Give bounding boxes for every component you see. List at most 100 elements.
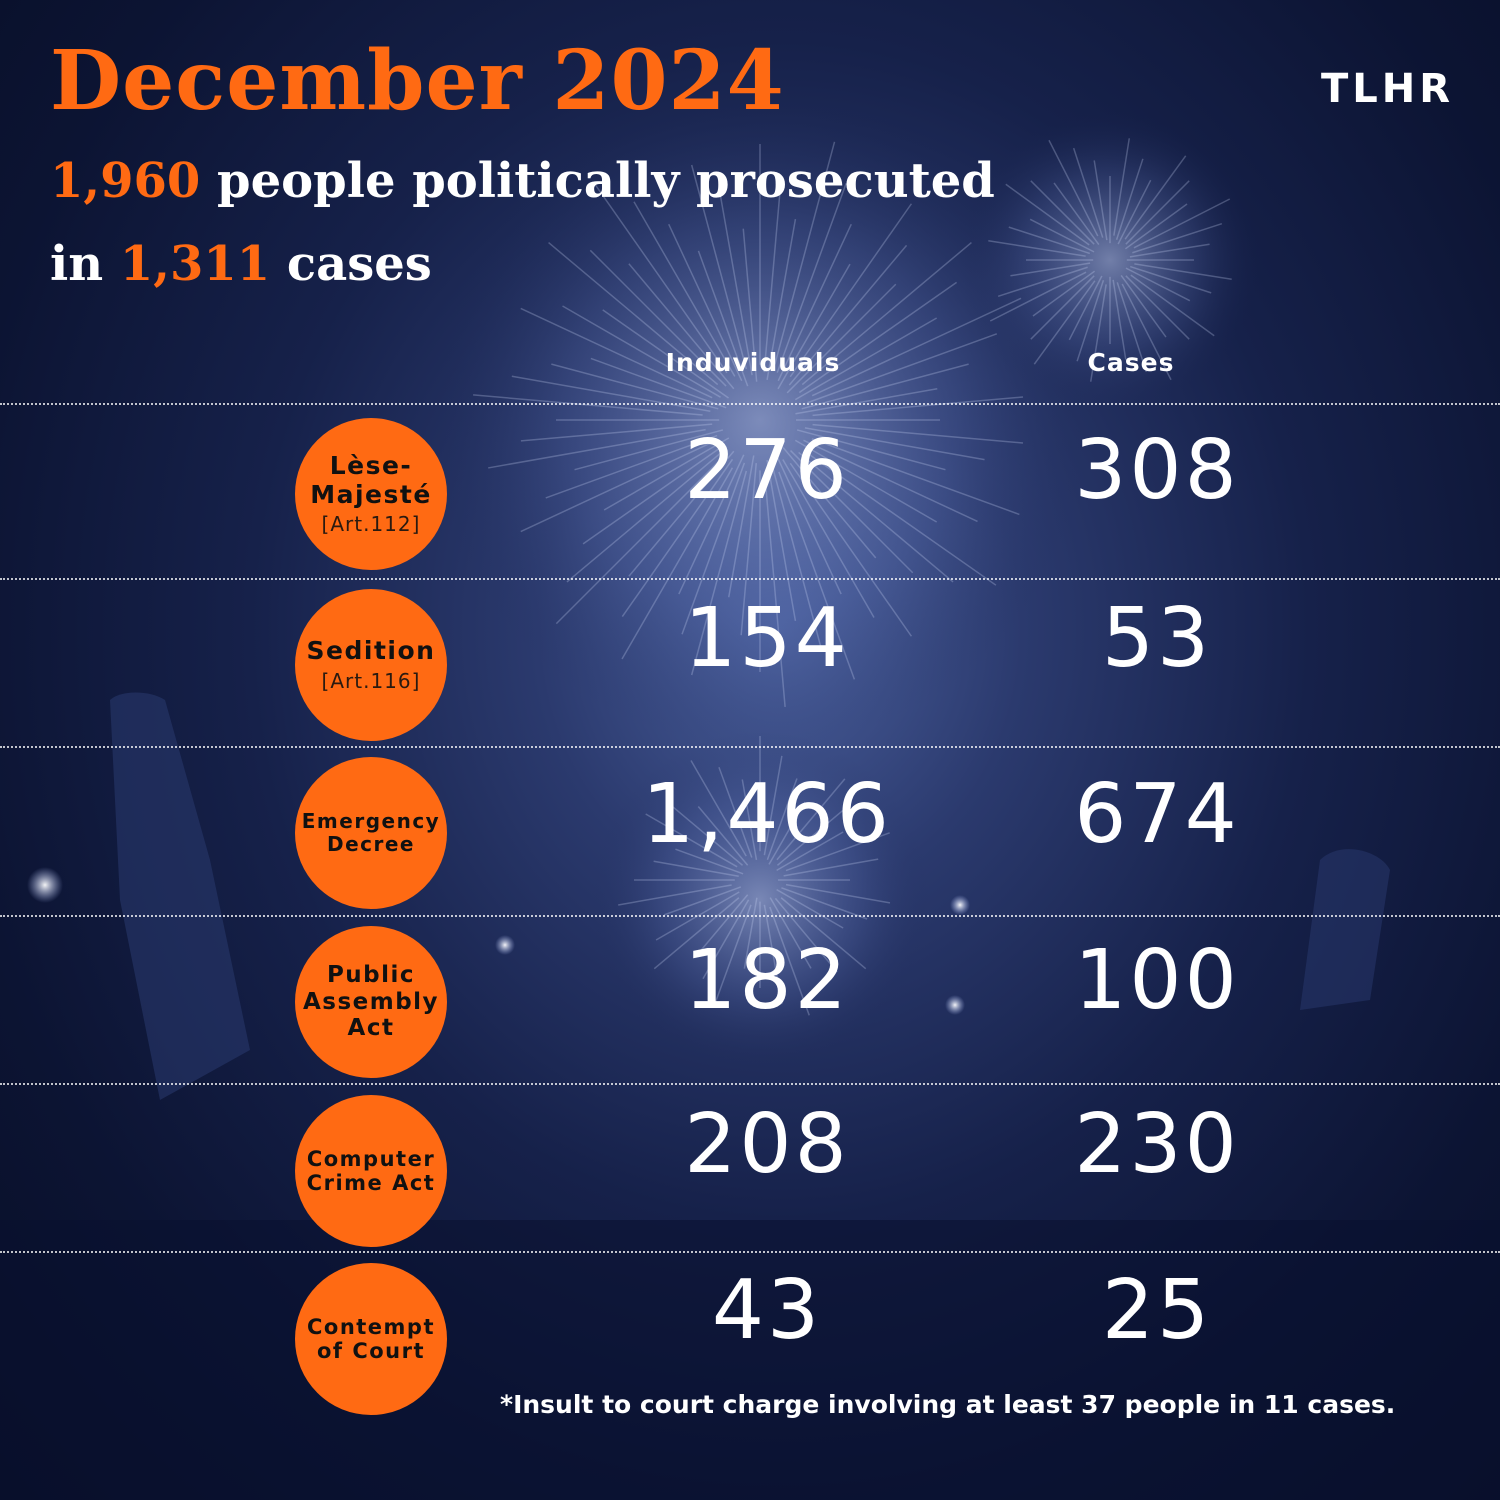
row-divider (0, 1251, 1500, 1253)
firework-ray (1072, 147, 1104, 238)
firework-ray (633, 201, 736, 377)
firework-ray (718, 766, 753, 858)
firework-ray (798, 281, 958, 394)
firework-ray (764, 477, 786, 707)
firework-ray (590, 357, 727, 409)
firework-ray (1093, 160, 1108, 241)
firework-ray (1048, 139, 1099, 237)
firework-ray (811, 297, 1022, 397)
firework-ray (602, 309, 729, 399)
firework-ray (562, 305, 721, 398)
firework-ray (989, 271, 1087, 322)
firework-ray (766, 778, 798, 860)
firework-ray (741, 779, 758, 861)
firework-ray (795, 388, 938, 415)
firework-ray (628, 450, 735, 577)
cases-label: cases (270, 236, 432, 292)
firework-ray (776, 182, 847, 373)
individuals-value: 43 (711, 1263, 823, 1358)
firework-ray (488, 428, 706, 469)
cases-prefix: in (50, 236, 120, 292)
firework-ray (672, 806, 744, 866)
firework-ray (769, 897, 812, 969)
firework-ray (1030, 275, 1095, 340)
firework-ray (1125, 275, 1190, 340)
firework-ray (1112, 279, 1127, 360)
charge-article: [Art.112] (321, 512, 421, 537)
firework-ray (1124, 203, 1188, 250)
firework-ray (811, 438, 1020, 516)
firework-ray (653, 860, 739, 877)
firework-ray (668, 223, 743, 382)
charge-article: [Art.116] (321, 668, 421, 693)
firework-ray (743, 897, 758, 969)
firework-ray (1130, 265, 1212, 294)
firework-ray (783, 858, 879, 877)
firework-ray (775, 454, 842, 595)
firework-ray (1134, 263, 1232, 281)
firework-ray (566, 451, 722, 583)
firework-ray (690, 164, 748, 370)
firework-ray (1133, 198, 1231, 249)
firework-ray (1132, 222, 1223, 254)
firework-ray (766, 460, 797, 622)
firework-ray (771, 466, 823, 653)
firework-ray (719, 195, 753, 376)
firework-ray (1121, 283, 1172, 381)
charge-badge-lese-majeste: Lèse- Majesté [Art.112] (295, 418, 447, 570)
firework-ray (1116, 282, 1148, 373)
tlhr-logo: TLHR (1320, 66, 1454, 112)
firework-ray (621, 458, 734, 618)
firework-ray (628, 263, 735, 390)
charge-badge-emergency-decree: Emergency Decree (295, 757, 447, 909)
summary-cases-line: in 1,311 cases (50, 240, 432, 288)
firework-ray (1129, 243, 1210, 258)
firework-ray (697, 805, 749, 866)
firework-ray (690, 760, 747, 857)
firework-ray (782, 447, 877, 559)
row-divider (0, 403, 1500, 405)
firework-ray (801, 363, 969, 410)
firework-ray (603, 437, 730, 511)
firework-ray (776, 888, 844, 929)
charge-name: Sedition (306, 636, 436, 666)
page-title: December 2024 (50, 33, 785, 129)
firework-ray (740, 462, 757, 636)
charge-badge-public-assembly-act: Public Assembly Act (295, 926, 447, 1078)
firework-ray (1089, 284, 1107, 382)
charge-name: Lèse- Majesté (310, 450, 432, 509)
charge-name: Contempt of Court (306, 1314, 436, 1363)
row-divider (0, 915, 1500, 917)
firework-ray (1053, 182, 1100, 246)
firework-ray (690, 470, 748, 676)
firework-ray (790, 450, 914, 574)
firework-ray (774, 897, 838, 973)
firework-ray (789, 462, 913, 637)
individuals-value: 182 (684, 933, 850, 1028)
firework-ray (786, 283, 897, 394)
firework-ray (678, 454, 745, 595)
firework-ray (794, 317, 938, 401)
firework-ray (777, 263, 851, 390)
firework-ray (551, 363, 719, 410)
row-divider (0, 1083, 1500, 1085)
firework-ray (769, 906, 810, 1016)
firework-ray (511, 375, 711, 412)
firework-ray (702, 899, 750, 980)
column-header-individuals: Induviduals (665, 348, 841, 377)
firework-ray (777, 223, 852, 382)
firework-ray (1032, 270, 1096, 317)
firework-ray (545, 434, 718, 499)
firework-ray (675, 848, 744, 875)
firework-ray (621, 467, 734, 660)
firework-ray (653, 897, 740, 970)
firework-ray (766, 218, 797, 380)
charge-name: Emergency Decree (301, 809, 441, 856)
row-divider (0, 746, 1500, 748)
cases-value: 230 (1074, 1097, 1240, 1192)
firework-ray (1010, 262, 1091, 277)
firework-ray (803, 439, 978, 523)
firework-ray (1115, 158, 1144, 240)
firework-ray (812, 423, 1024, 444)
